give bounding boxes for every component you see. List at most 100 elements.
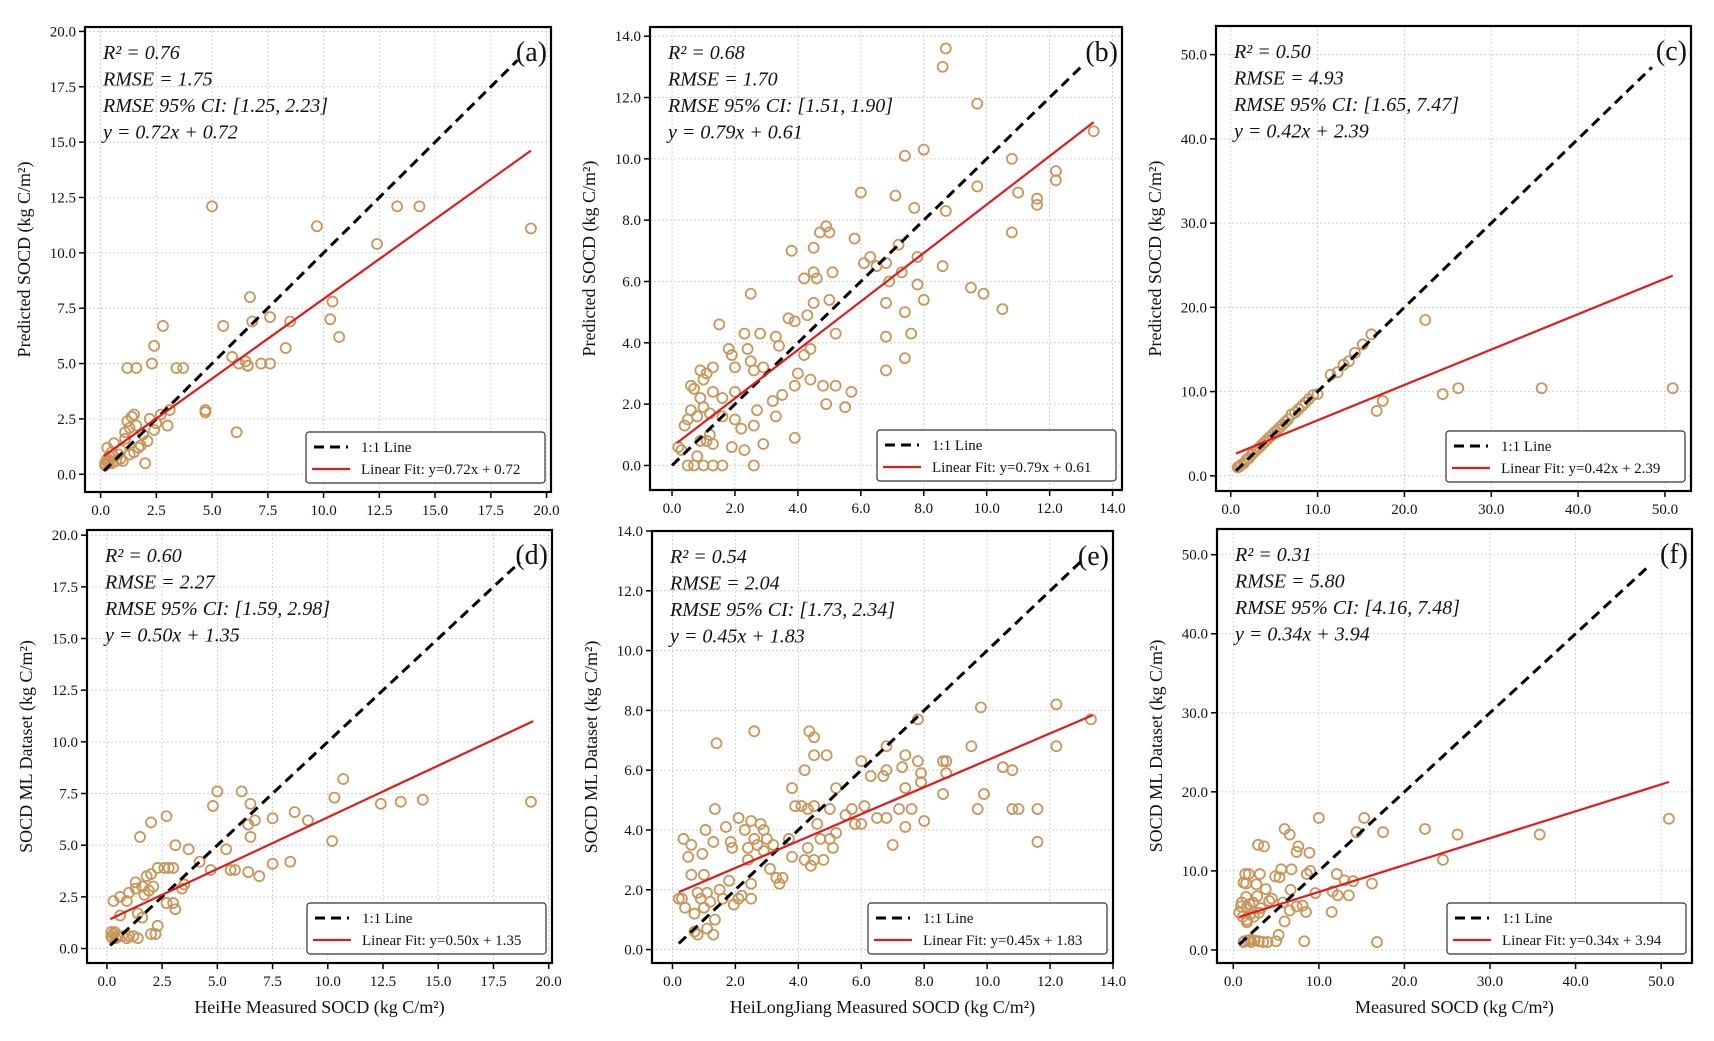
data-point — [169, 903, 182, 916]
stat-annotation: y = 0.45x + 1.83 — [668, 626, 805, 648]
x-tick-label: 50.0 — [1652, 502, 1678, 518]
y-axis-label: Predicted SOCD (kg C/m²) — [579, 161, 600, 357]
data-point — [1250, 878, 1263, 891]
data-point — [679, 901, 691, 914]
data-point — [1242, 868, 1255, 880]
data-point — [710, 737, 723, 750]
panel-b: 0.0 2.0 4.0 6.0 8.0 10.0 12.0 14.0 0.0 2.0 4.0 6.0 8… — [579, 25, 1126, 517]
data-point — [1265, 892, 1278, 905]
scatter-points — [105, 773, 537, 945]
data-point — [160, 897, 173, 909]
data-point — [893, 803, 905, 815]
x-tick-label: 14.0 — [1099, 501, 1125, 517]
data-point — [745, 892, 758, 905]
legend-identity-label: 1:1 Line — [1502, 911, 1553, 927]
x-tick-label: 40.0 — [1565, 502, 1591, 518]
identity-line — [109, 560, 521, 947]
y-tick-label: 6.0 — [622, 274, 641, 290]
x-tick-label: 0.0 — [91, 503, 110, 519]
scatter-points — [672, 698, 1097, 941]
data-point — [1290, 846, 1303, 858]
identity-line — [677, 559, 1083, 945]
data-point — [1370, 405, 1383, 417]
data-point — [877, 770, 890, 783]
y-tick-label: 17.5 — [52, 580, 78, 596]
data-point — [1298, 935, 1311, 948]
data-point — [1031, 198, 1043, 211]
y-tick-label: 10.0 — [615, 152, 641, 168]
legend-box — [876, 429, 1117, 482]
data-point — [288, 806, 301, 819]
data-point — [971, 803, 984, 815]
data-point — [1312, 812, 1325, 824]
data-point — [814, 833, 827, 845]
data-point — [776, 871, 789, 884]
data-point — [858, 257, 870, 269]
y-tick-label: 0.0 — [59, 942, 78, 958]
data-point — [810, 272, 823, 285]
data-point — [682, 850, 695, 863]
stat-annotation: RMSE 95% CI: [1.59, 2.98] — [104, 598, 330, 620]
data-point — [735, 422, 748, 435]
data-point — [136, 911, 149, 924]
data-point — [974, 701, 987, 714]
x-tick-label: 2.5 — [153, 974, 172, 990]
x-tick-label: 8.0 — [914, 501, 933, 517]
data-point — [939, 42, 952, 55]
data-point — [688, 382, 700, 395]
data-point — [1311, 388, 1324, 401]
data-point — [898, 306, 911, 319]
y-tick-label: 40.0 — [1182, 627, 1208, 643]
legend: 1:1 Line Linear Fit: y=0.42x + 2.39 — [1445, 430, 1686, 483]
data-point — [827, 841, 839, 854]
legend-identity-label: 1:1 Line — [923, 911, 974, 927]
data-point — [807, 297, 820, 309]
legend-identity-label: 1:1 Line — [362, 911, 413, 927]
data-point — [1376, 394, 1389, 407]
data-point — [253, 870, 266, 883]
data-point — [167, 897, 180, 909]
data-point — [1535, 382, 1548, 395]
data-point — [1284, 883, 1297, 896]
stat-annotation: RMSE = 2.04 — [669, 573, 780, 595]
data-point — [1050, 740, 1063, 753]
data-point — [211, 785, 224, 798]
data-point — [698, 901, 710, 914]
data-point — [416, 793, 429, 806]
data-point — [880, 764, 893, 777]
data-point — [1012, 186, 1025, 199]
y-tick-label: 2.5 — [59, 890, 78, 906]
data-point — [246, 315, 259, 328]
y-tick-label: 14.0 — [617, 524, 643, 540]
data-point — [129, 882, 142, 895]
data-point — [148, 424, 161, 436]
data-point — [776, 389, 789, 401]
data-point — [804, 343, 817, 355]
data-point — [848, 232, 861, 245]
legend-fit-label: Linear Fit: y=0.42x + 2.39 — [1501, 461, 1660, 477]
data-point — [134, 831, 146, 843]
panel-label: (a) — [516, 37, 547, 68]
data-point — [808, 749, 820, 762]
stat-annotation: RMSE 95% CI: [1.25, 2.23] — [102, 95, 328, 117]
legend: 1:1 Line Linear Fit: y=0.45x + 1.83 — [867, 902, 1108, 955]
panel-e: 0.0 2.0 4.0 6.0 8.0 10.0 12.0 14.0 0.0 2.0 4.0 6.0 8… — [581, 524, 1126, 1018]
data-point — [707, 928, 720, 941]
data-point — [748, 725, 761, 738]
data-point — [170, 362, 183, 374]
data-point — [167, 862, 180, 874]
data-point — [128, 408, 140, 421]
y-tick-label: 0.0 — [1188, 469, 1207, 485]
data-point — [145, 928, 157, 940]
data-point — [724, 836, 737, 848]
data-point — [729, 385, 741, 398]
data-point — [716, 410, 729, 423]
x-tick-label: 5.0 — [208, 974, 227, 990]
data-point — [333, 331, 346, 343]
data-point — [224, 864, 237, 876]
y-tick-label: 0.0 — [1189, 943, 1208, 959]
data-point — [880, 740, 893, 753]
data-point — [1304, 865, 1317, 877]
identity-line — [1234, 66, 1653, 472]
